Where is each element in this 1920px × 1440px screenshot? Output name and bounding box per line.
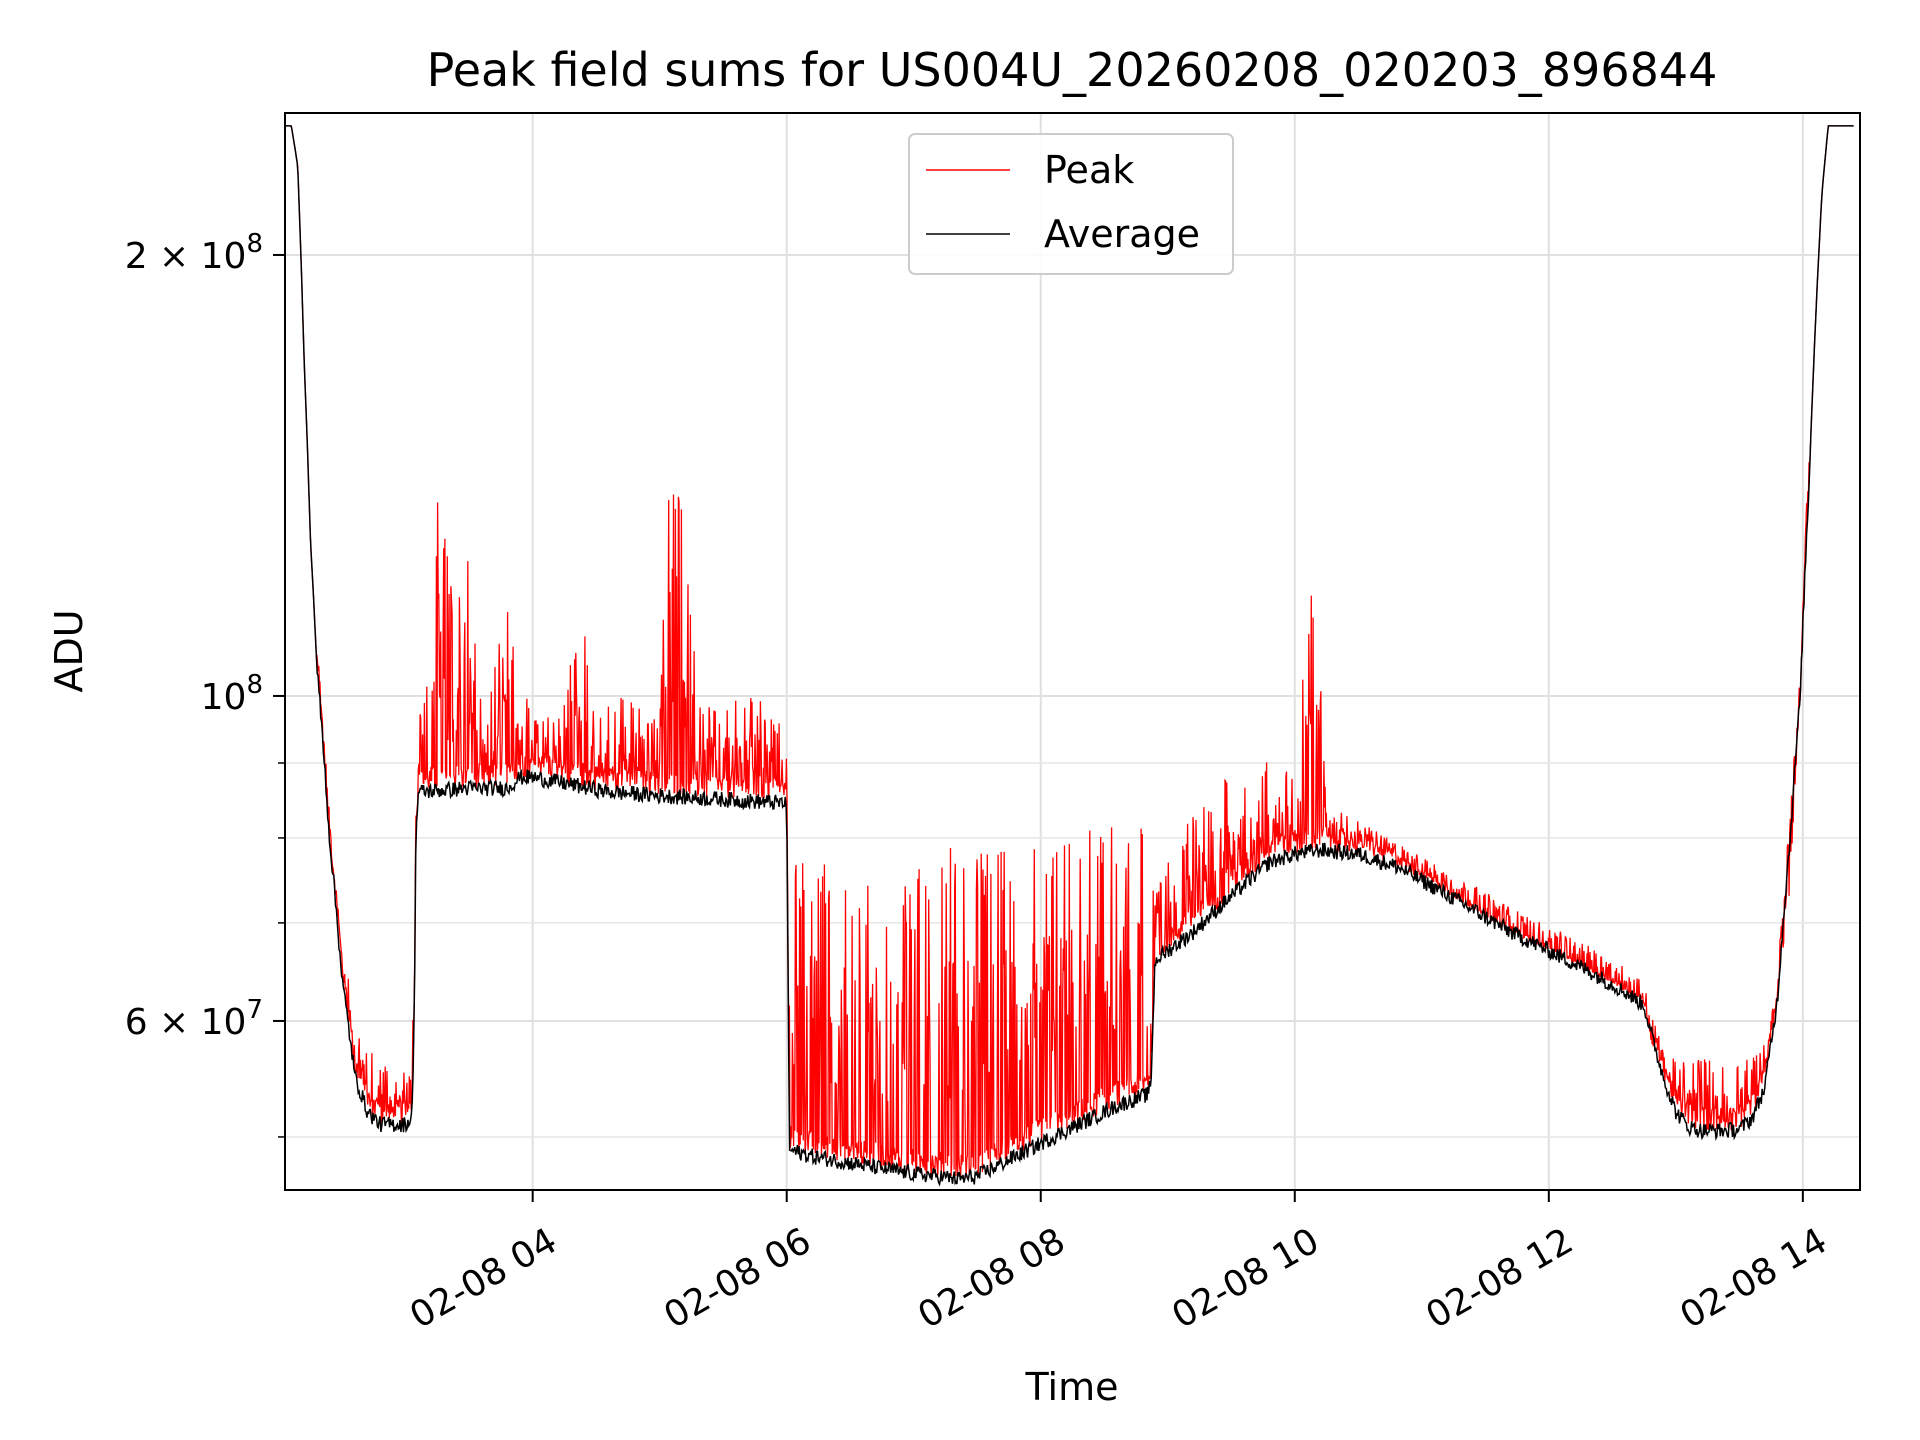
chart-title: Peak field sums for US004U_20260208_0202… [427, 43, 1718, 97]
x-axis-label: Time [1025, 1365, 1119, 1409]
legend-label-peak: Peak [1044, 148, 1134, 192]
series-layer [285, 125, 1854, 1187]
legend-label-average: Average [1044, 212, 1200, 256]
y-tick-label: 108 [201, 670, 263, 718]
y-tick-label: 2 × 108 [125, 229, 263, 277]
series-line-peak [285, 125, 1854, 1178]
y-axis-label: ADU [47, 609, 91, 692]
legend: Peak Average [908, 133, 1234, 275]
series-line-average [285, 125, 1854, 1187]
y-axis-ticks: 6 × 107 108 2 × 108 [125, 229, 285, 1138]
plot-frame [284, 112, 1861, 1191]
legend-box [908, 133, 1234, 275]
y-tick-label: 6 × 107 [125, 995, 263, 1043]
